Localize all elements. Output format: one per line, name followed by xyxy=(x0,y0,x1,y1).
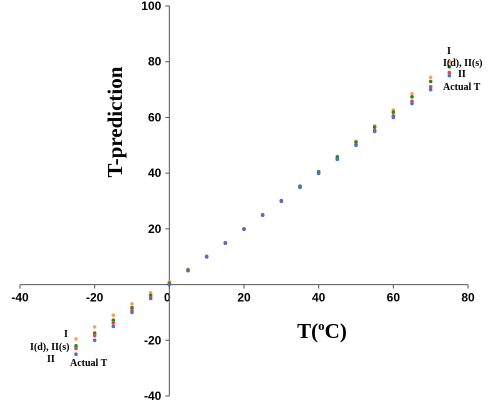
x-axis-title-end: C) xyxy=(325,319,347,343)
data-point xyxy=(354,143,358,148)
data-point xyxy=(111,318,116,323)
data-point xyxy=(111,324,116,329)
data-point xyxy=(148,296,153,301)
data-point xyxy=(279,199,284,203)
x-tick-label: -40 xyxy=(11,291,29,305)
data-point xyxy=(242,227,246,231)
data-point xyxy=(428,75,433,80)
annotation-left-I: I xyxy=(64,329,68,340)
data-point xyxy=(372,125,377,129)
x-tick-label: 20 xyxy=(237,291,251,305)
y-tick-label: 100 xyxy=(141,0,161,13)
y-tick-label: 20 xyxy=(148,222,162,236)
x-axis-ticks: -40 -20 0 20 40 60 80 xyxy=(11,284,475,305)
x-tick-label: 0 xyxy=(164,291,171,305)
data-point xyxy=(92,333,97,338)
data-point xyxy=(447,70,452,75)
annotation-left-actual-T: Actual T xyxy=(70,358,108,369)
data-point xyxy=(410,101,414,106)
x-axis-title-superscript: o xyxy=(318,318,325,333)
data-point xyxy=(130,301,134,306)
data-point xyxy=(74,352,78,357)
data-point xyxy=(391,110,396,114)
data-point xyxy=(428,79,433,84)
x-tick-label: 80 xyxy=(461,291,475,305)
data-point xyxy=(428,84,433,89)
data-point xyxy=(74,346,78,351)
y-tick-label: 40 xyxy=(148,166,162,180)
annotation-left-II: II xyxy=(47,354,55,365)
data-point xyxy=(335,157,340,162)
x-tick-label: -20 xyxy=(86,291,104,305)
data-point xyxy=(410,95,414,99)
y-tick-label: 80 xyxy=(148,55,162,69)
data-point xyxy=(186,268,190,273)
data-point xyxy=(130,305,134,310)
y-tick-label: -40 xyxy=(144,389,162,403)
data-point xyxy=(74,337,78,341)
series-3 xyxy=(74,73,452,357)
x-tick-label: 60 xyxy=(387,291,401,305)
annotation-right-I: I xyxy=(447,46,451,57)
data-point xyxy=(111,320,116,325)
data-point xyxy=(111,313,116,318)
x-tick-label: 40 xyxy=(312,291,326,305)
y-axis-title: T-prediction xyxy=(103,66,127,177)
data-point xyxy=(223,240,228,245)
data-point xyxy=(447,59,452,63)
y-tick-label: 60 xyxy=(148,110,162,124)
annotation-left-Id-IIs: I(d), II(s) xyxy=(30,342,69,353)
data-point xyxy=(447,64,452,69)
data-point xyxy=(92,338,97,343)
data-point xyxy=(74,344,78,348)
x-axis-title-main: T( xyxy=(297,319,318,343)
data-point xyxy=(92,325,97,329)
x-axis-title: T(oC) xyxy=(297,318,347,343)
data-point xyxy=(92,331,97,335)
data-point xyxy=(260,213,265,217)
annotation-right-II: II xyxy=(458,69,466,80)
y-tick-label: -20 xyxy=(144,333,162,347)
data-point xyxy=(372,129,377,134)
data-points xyxy=(74,59,452,357)
data-point xyxy=(204,254,209,259)
data-point xyxy=(148,290,153,295)
annotation-right-Id-IIs: I(d), II(s) xyxy=(443,58,482,69)
y-axis-ticks: -40 -20 20 40 60 80 100 xyxy=(141,0,170,403)
data-point xyxy=(447,73,452,78)
data-point xyxy=(167,282,172,287)
data-point xyxy=(428,87,433,92)
data-point xyxy=(391,115,396,120)
data-point xyxy=(130,310,134,315)
annotation-right-actual-T: Actual T xyxy=(443,82,481,93)
data-point xyxy=(410,91,414,96)
data-point xyxy=(354,140,358,145)
series-1 xyxy=(74,64,452,348)
data-point xyxy=(298,185,302,189)
data-point xyxy=(316,171,321,175)
